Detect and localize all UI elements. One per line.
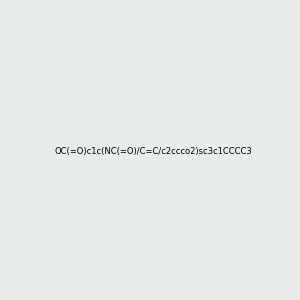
Text: OC(=O)c1c(NC(=O)/C=C/c2ccco2)sc3c1CCCC3: OC(=O)c1c(NC(=O)/C=C/c2ccco2)sc3c1CCCC3 (55, 147, 253, 156)
